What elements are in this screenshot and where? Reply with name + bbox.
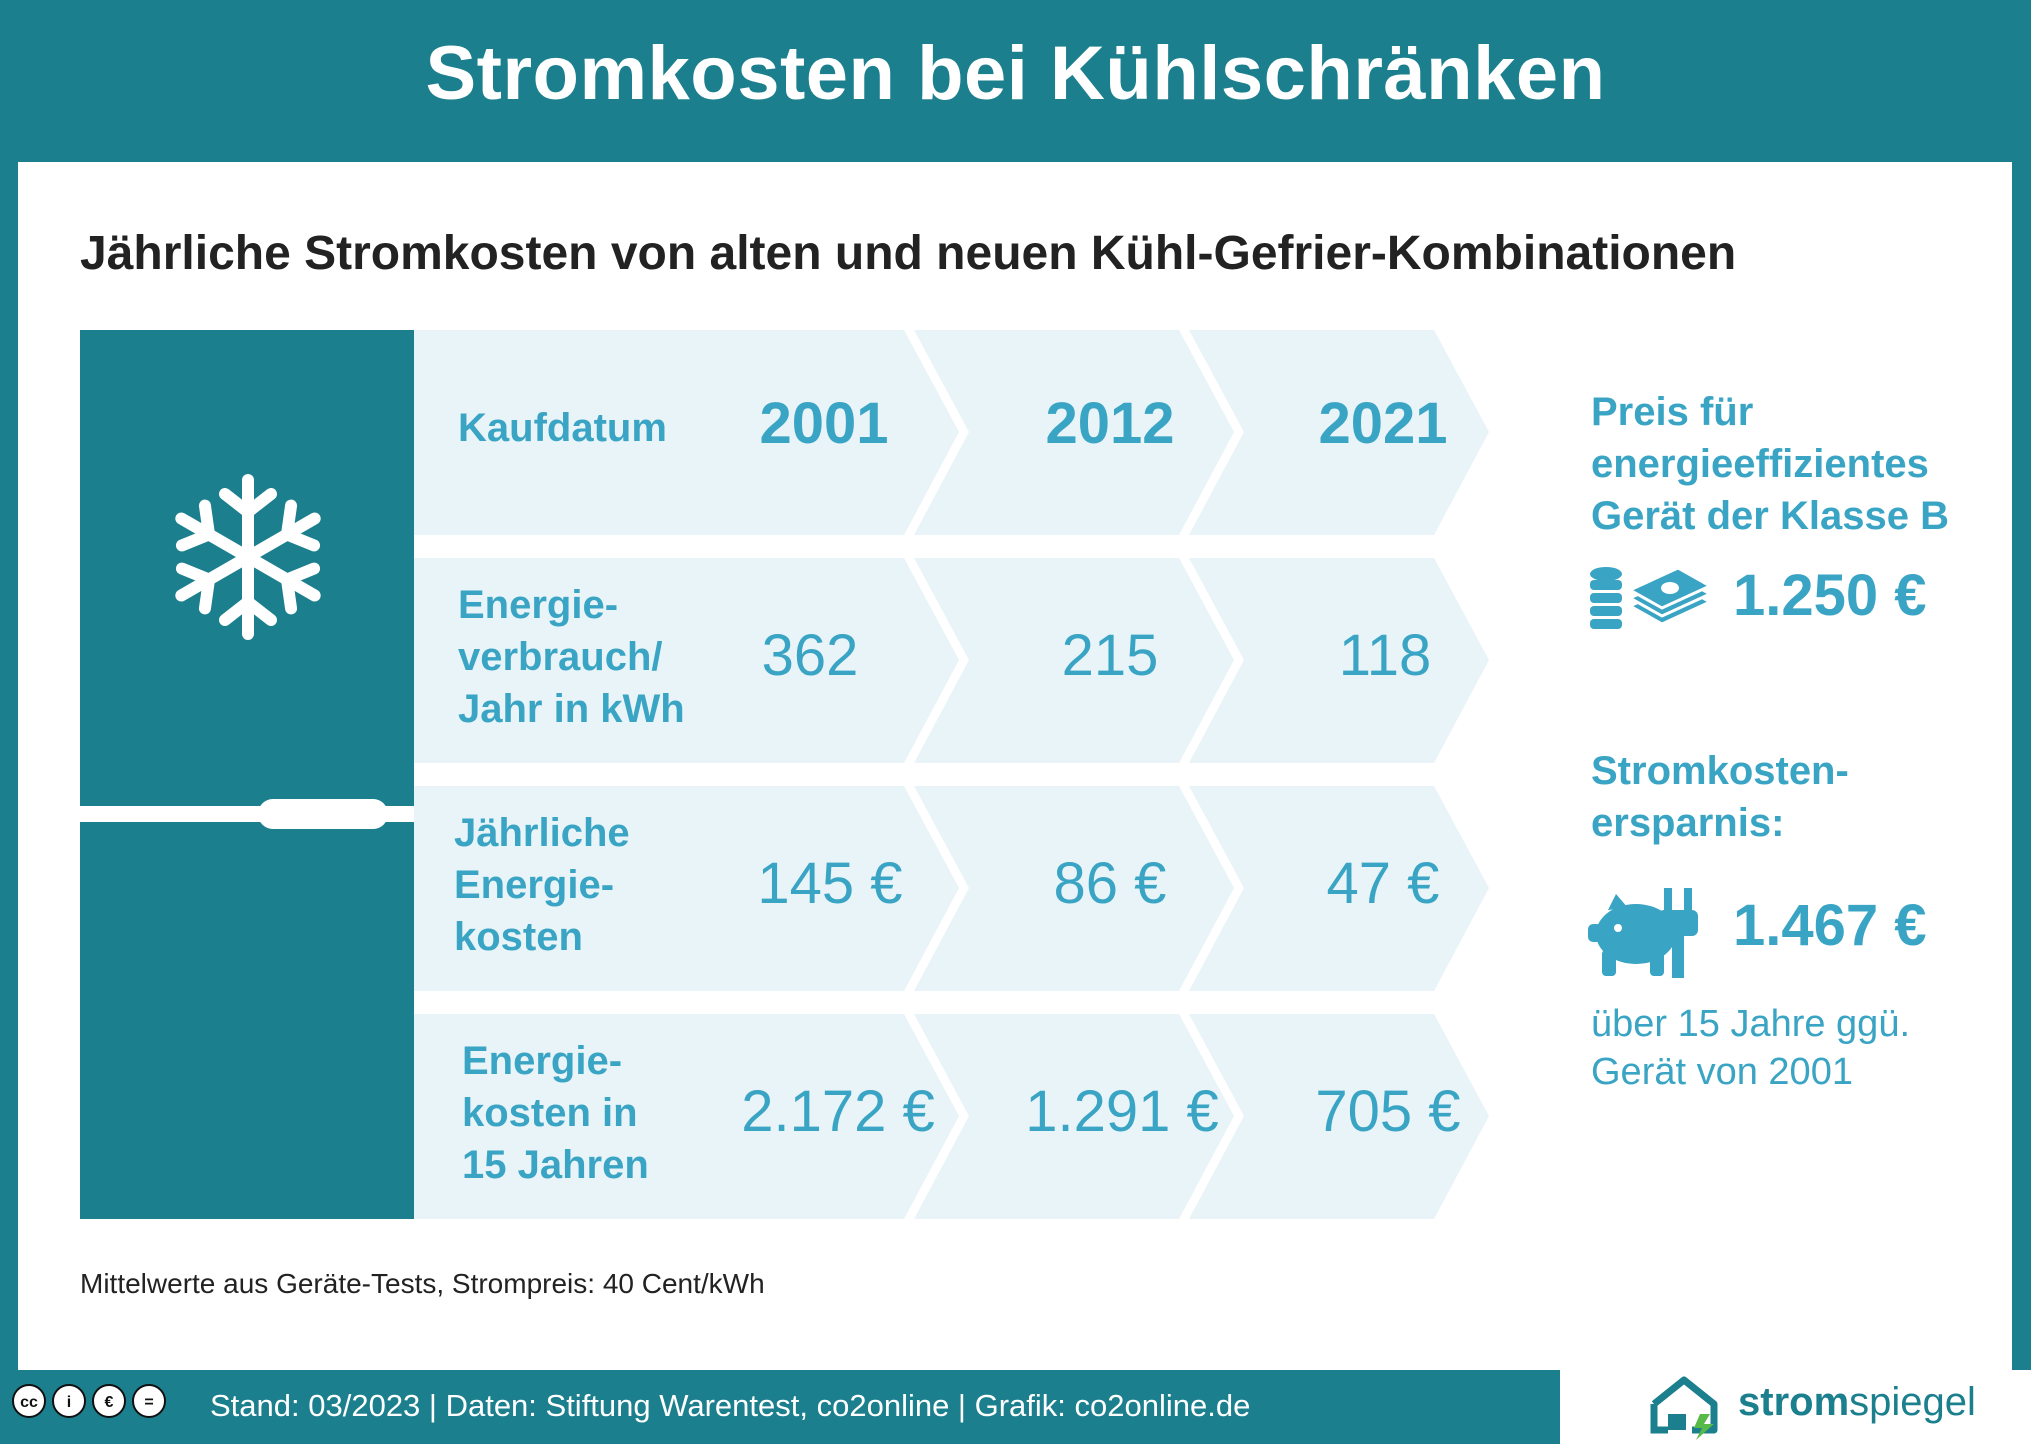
chevron-r1-c2 xyxy=(914,330,1234,535)
cell-year-2012: 2012 xyxy=(1045,391,1175,456)
chevron-r4-c1 xyxy=(414,1014,959,1219)
savings-note: über 15 Jahre ggü. Gerät von 2001 xyxy=(1591,1003,1911,1093)
price-title: Preis für energieeffizientes Gerät der K… xyxy=(1591,390,1949,538)
footer-credits: Stand: 03/2023 | Daten: Stiftung Warente… xyxy=(210,1388,1251,1423)
content-panel: Jährliche Stromkosten von alten und neue… xyxy=(18,162,2012,1370)
fridge-cooler-door xyxy=(80,822,414,1219)
subtitle: Jährliche Stromkosten von alten und neue… xyxy=(80,227,1737,280)
chevron-r1-c3 xyxy=(1189,330,1489,535)
cc-nd-icon: = xyxy=(132,1384,166,1418)
row-label-15-jahre: Energie- kosten in 15 Jahren xyxy=(462,1039,649,1187)
chevron-r3-c3 xyxy=(1189,786,1489,991)
cell-kwh-2001: 362 xyxy=(761,623,859,688)
chevron-r4-c3 xyxy=(1189,1014,1489,1219)
row-label-energieverbrauch: Energie- verbrauch/ Jahr in kWh xyxy=(458,583,685,731)
cell-year-2021: 2021 xyxy=(1318,391,1448,456)
cell-15y-2021: 705 € xyxy=(1315,1079,1461,1144)
chevron-r3-c2 xyxy=(914,786,1234,991)
chevron-table xyxy=(414,330,1489,1219)
row-label-kaufdatum: Kaufdatum xyxy=(458,406,667,450)
chevron-r4-c2 xyxy=(914,1014,1234,1219)
cell-yearly-2012: 86 € xyxy=(1053,851,1167,916)
cc-license-icons[interactable]: cc i € = xyxy=(12,1384,166,1418)
brand-logo-text[interactable]: stromspiegel xyxy=(1738,1380,1976,1424)
chevron-r3-c1 xyxy=(414,786,959,991)
piggy-bank-plug-icon xyxy=(1588,888,1698,978)
footnote: Mittelwerte aus Geräte-Tests, Strompreis… xyxy=(80,1268,765,1299)
savings-title: Stromkosten- ersparnis: xyxy=(1591,749,1849,845)
row-label-jaehrliche-kosten: Jährliche Energie- kosten xyxy=(454,811,630,959)
cell-kwh-2021: 118 xyxy=(1338,623,1432,688)
cc-nc-icon: € xyxy=(92,1384,126,1418)
cell-yearly-2001: 145 € xyxy=(757,851,903,916)
footer-logo-area xyxy=(1560,1370,2031,1444)
fridge-handle xyxy=(258,799,388,829)
cell-15y-2001: 2.172 € xyxy=(741,1079,935,1144)
chevron-r2-c3 xyxy=(1189,558,1489,763)
cc-by-icon: i xyxy=(52,1384,86,1418)
cell-kwh-2012: 215 xyxy=(1061,623,1159,688)
cell-yearly-2021: 47 € xyxy=(1326,851,1440,916)
house-plug-logo-icon xyxy=(1650,1376,1718,1440)
money-icon xyxy=(1590,566,1714,629)
cell-year-2001: 2001 xyxy=(759,391,889,456)
page-title: Stromkosten bei Kühlschränken xyxy=(425,31,1606,116)
chevron-r2-c2 xyxy=(914,558,1234,763)
savings-value: 1.467 € xyxy=(1733,893,1927,958)
snowflake-icon xyxy=(163,474,333,642)
chevron-r1-c1 xyxy=(414,330,959,535)
cc-icon: cc xyxy=(12,1384,46,1418)
chevron-r2-c1 xyxy=(414,558,959,763)
cell-15y-2012: 1.291 € xyxy=(1025,1079,1219,1144)
price-value: 1.250 € xyxy=(1733,563,1927,628)
